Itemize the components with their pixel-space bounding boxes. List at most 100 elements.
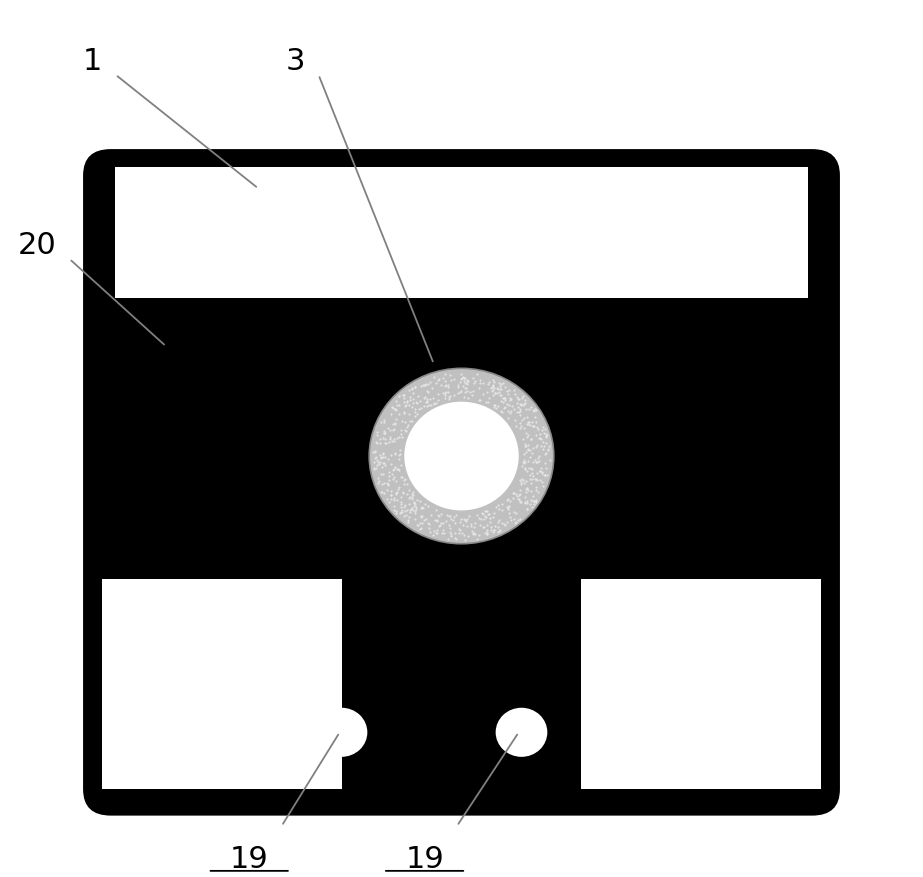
Point — [432, 372, 447, 386]
Point — [533, 439, 548, 453]
Point — [521, 483, 535, 497]
Point — [434, 507, 449, 521]
Point — [368, 435, 383, 449]
Point — [378, 426, 392, 440]
Point — [476, 511, 491, 525]
Point — [397, 405, 412, 419]
Point — [430, 509, 445, 523]
Point — [470, 367, 485, 381]
Point — [541, 442, 556, 456]
Point — [463, 517, 478, 531]
Point — [509, 488, 523, 502]
Point — [525, 418, 540, 432]
Point — [526, 418, 541, 432]
Point — [383, 483, 398, 497]
Point — [380, 421, 395, 435]
Point — [432, 509, 447, 523]
Point — [506, 505, 521, 519]
Point — [494, 377, 509, 391]
Point — [526, 441, 541, 455]
Point — [385, 423, 400, 437]
Point — [480, 384, 495, 398]
Point — [500, 403, 515, 417]
Point — [489, 500, 504, 514]
Point — [410, 389, 425, 403]
Point — [386, 417, 401, 431]
Point — [499, 397, 514, 411]
Point — [535, 435, 550, 449]
Point — [373, 436, 388, 450]
Point — [493, 381, 508, 396]
Point — [397, 395, 412, 409]
Point — [417, 390, 432, 404]
Point — [438, 378, 453, 392]
Point — [538, 429, 553, 443]
Point — [528, 410, 543, 424]
Point — [487, 523, 502, 537]
Point — [378, 425, 392, 439]
Point — [493, 380, 508, 394]
Point — [414, 502, 428, 516]
Point — [386, 401, 401, 415]
Point — [521, 442, 535, 456]
Point — [379, 483, 394, 497]
Point — [488, 386, 503, 400]
Point — [395, 430, 410, 444]
Point — [402, 414, 417, 428]
Point — [520, 503, 534, 517]
Point — [400, 503, 414, 517]
Point — [404, 487, 419, 501]
Point — [497, 518, 512, 532]
Point — [387, 431, 402, 446]
Point — [456, 370, 471, 384]
Text: 19: 19 — [405, 845, 444, 874]
Point — [377, 475, 391, 489]
Point — [529, 440, 544, 454]
Point — [538, 468, 553, 482]
Point — [543, 453, 557, 467]
Point — [408, 404, 423, 418]
Point — [366, 462, 381, 476]
Point — [460, 384, 474, 398]
Point — [390, 398, 404, 412]
Point — [376, 450, 390, 464]
Point — [500, 491, 515, 505]
Point — [391, 430, 406, 444]
Point — [508, 516, 522, 530]
Text: 20: 20 — [18, 231, 56, 260]
Point — [465, 389, 480, 403]
Point — [386, 422, 401, 436]
Point — [531, 451, 545, 465]
Point — [529, 428, 544, 442]
Point — [516, 389, 531, 403]
Point — [394, 495, 409, 509]
Point — [385, 400, 400, 414]
Point — [393, 458, 408, 472]
Point — [517, 393, 532, 407]
Point — [402, 491, 416, 505]
Point — [472, 528, 486, 542]
Point — [402, 510, 416, 524]
Bar — [581, 579, 821, 789]
Point — [438, 374, 452, 389]
Point — [519, 438, 533, 453]
Point — [491, 376, 506, 390]
Point — [475, 376, 490, 390]
Point — [506, 486, 521, 500]
Point — [369, 436, 384, 450]
Point — [445, 513, 460, 527]
Point — [473, 511, 488, 525]
Point — [537, 446, 552, 460]
Point — [529, 403, 544, 417]
Point — [433, 516, 448, 530]
Point — [404, 501, 419, 515]
Point — [405, 381, 420, 395]
Point — [465, 383, 480, 397]
Point — [373, 432, 388, 446]
Point — [395, 505, 410, 519]
Point — [518, 455, 533, 469]
Point — [516, 431, 531, 446]
Point — [475, 507, 490, 521]
Point — [394, 503, 409, 517]
Point — [410, 407, 425, 421]
